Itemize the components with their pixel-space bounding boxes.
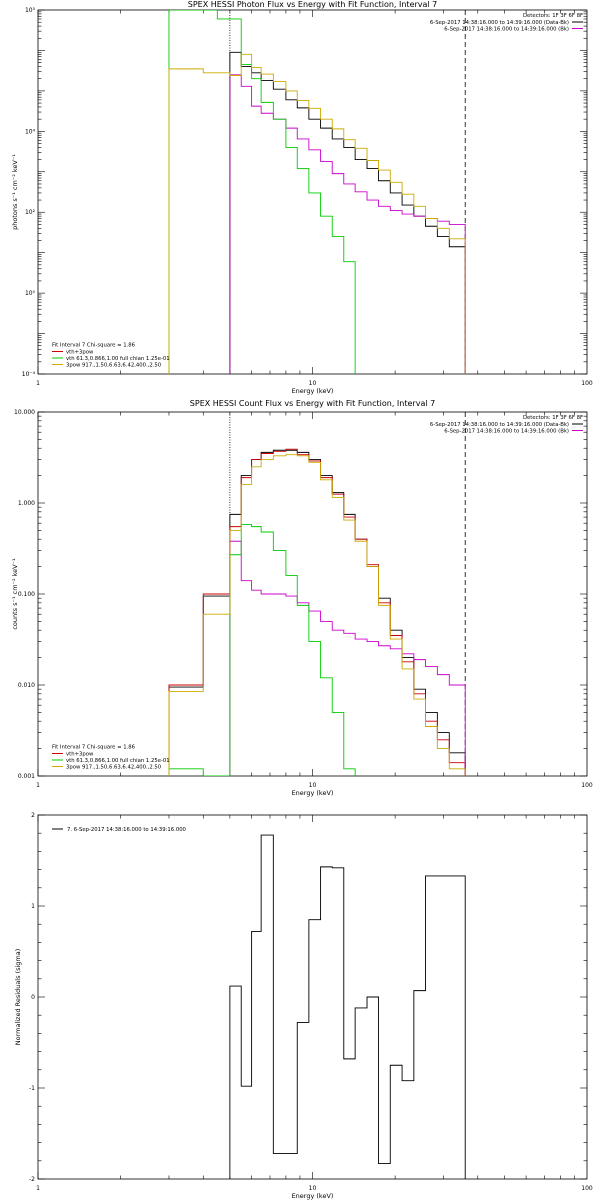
legend-entry: vth+3pow (66, 350, 94, 356)
x-tick-label: 10 (309, 782, 317, 789)
x-tick-label: 1 (36, 782, 40, 789)
legend-top-left: 7. 6-Sep-2017 14:38:16.000 to 14:39:16.0… (52, 827, 187, 833)
y-tick-label: 1 (31, 903, 35, 910)
legend-entry: 6-Sep-2017 14:38:16.000 to 14:39:16.000 … (444, 429, 569, 435)
series-line-4 (168, 524, 356, 776)
x-tick-label: 1 (36, 1185, 40, 1192)
legend-title: Fit Interval 7 Chi-square = 1.86 (52, 745, 136, 751)
plot-area (168, 10, 466, 374)
x-axis-label: Energy (keV) (292, 789, 334, 797)
series-line-2 (229, 74, 466, 374)
legend-entry: 6-Sep-2017 14:38:16.000 to 14:39:16.000 … (444, 27, 569, 33)
series-line-1 (229, 834, 466, 1179)
series-line-5 (168, 454, 466, 776)
plot-area (168, 412, 466, 776)
plot-frame (37, 814, 588, 1180)
legend-title: Detectors: 1F 3F 6F 8F (523, 415, 583, 421)
chart-panel-3: 1 10 100 -2 -1 0 1 2 Energy (keV) Normalized Resi… (14, 812, 593, 1200)
series-line-1 (168, 449, 466, 776)
x-tick-label: 100 (581, 1185, 593, 1192)
y-tick-label: 0.100 (18, 591, 35, 598)
series-line-3 (168, 10, 356, 374)
series-line-3 (229, 540, 466, 776)
y-tick-label: 1.000 (18, 500, 35, 507)
plot-frame (37, 9, 588, 375)
y-tick-label: -2 (29, 1176, 35, 1183)
series-line-2 (168, 448, 466, 776)
y-tick-label: 10⁵ (25, 7, 36, 14)
series-line-4 (168, 53, 466, 374)
x-tick-label: 10 (309, 380, 317, 387)
legend-top-right: Detectors: 1F 3F 6F 8F6-Sep-2017 14:38:1… (430, 13, 583, 33)
legend-title: Fit Interval 7 Chi-square = 1.86 (52, 343, 136, 349)
series-line-1 (229, 51, 466, 374)
y-tick-label: 10⁴ (25, 128, 36, 135)
y-tick-label: 10.000 (14, 409, 35, 416)
y-tick-label: 0.010 (18, 682, 35, 689)
y-tick-label: 10² (25, 209, 36, 216)
legend-entry: 3pow 917.,1.50,6.63,6.42,400.,2.50 (66, 765, 162, 771)
y-tick-label: 0 (31, 994, 35, 1001)
legend-title: Detectors: 1F 3F 6F 8F (523, 13, 583, 19)
y-axis-label: counts s⁻¹ cm⁻² keV⁻¹ (11, 558, 19, 630)
chart-panel-1: SPEX HESSI Photon Flux vs Energy with Fi… (11, 0, 593, 395)
legend-bottom-left: Fit Interval 7 Chi-square = 1.86vth+3pow… (52, 745, 170, 771)
legend-entry: vth 61.3,0.866,1.00 full chian 1.25e-01 (66, 758, 170, 764)
y-tick-label: 2 (31, 812, 35, 819)
legend-entry: vth 61.3,0.866,1.00 full chian 1.25e-01 (66, 356, 170, 362)
plot-frame (37, 411, 588, 777)
x-tick-label: 100 (581, 380, 593, 387)
x-axis-label: Energy (keV) (292, 387, 334, 395)
chart-panel-2: SPEX HESSI Count Flux vs Energy with Fit… (11, 399, 593, 797)
legend-entry: 6-Sep-2017 14:38:16.000 to 14:39:16.000 … (430, 20, 569, 26)
x-tick-label: 1 (36, 380, 40, 387)
y-tick-label: 0.001 (18, 773, 35, 780)
legend-entry: 3pow 917.,1.50,6.63,6.42,400.,2.50 (66, 363, 162, 369)
legend-entry: 7. 6-Sep-2017 14:38:16.000 to 14:39:16.0… (67, 827, 187, 833)
y-tick-label: 10⁻⁴ (22, 371, 36, 378)
y-axis-label: photons s⁻¹ cm⁻² keV⁻¹ (11, 154, 19, 230)
x-tick-label: 100 (581, 782, 593, 789)
legend-entry: vth+3pow (66, 752, 94, 758)
plot-area (229, 834, 466, 1179)
chart-title: SPEX HESSI Count Flux vs Energy with Fit… (190, 399, 435, 408)
legend-top-right: Detectors: 1F 3F 6F 8F6-Sep-2017 14:38:1… (430, 415, 583, 435)
chart-title: SPEX HESSI Photon Flux vs Energy with Fi… (188, 0, 438, 9)
legend-bottom-left: Fit Interval 7 Chi-square = 1.86vth+3pow… (52, 343, 170, 369)
x-tick-label: 10 (309, 1185, 317, 1192)
x-axis-label: Energy (keV) (292, 1192, 334, 1200)
y-axis-label: Normalized Residuals (sigma) (14, 949, 22, 1046)
y-tick-label: 10⁰ (25, 290, 36, 297)
y-tick-label: -1 (29, 1085, 35, 1092)
legend-entry: 6-Sep-2017 14:38:16.000 to 14:39:16.000 … (430, 422, 569, 428)
